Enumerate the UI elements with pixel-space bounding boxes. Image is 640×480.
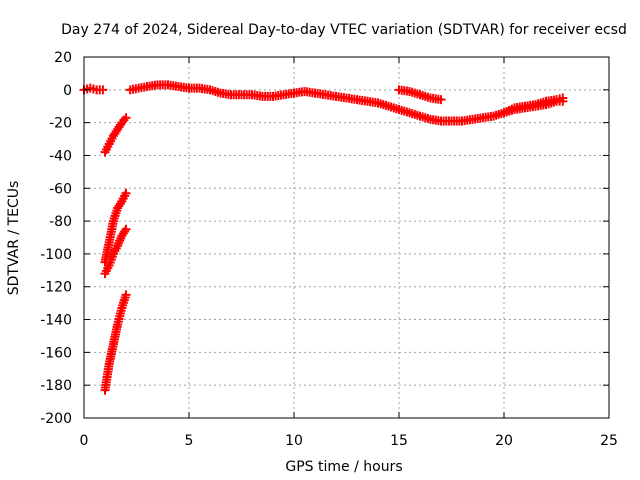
data-point (121, 290, 131, 300)
x-tick-label: 0 (80, 433, 89, 449)
series-arc-5-late-upper (499, 93, 568, 118)
series-arc-3-upper (394, 85, 446, 105)
y-tick-label: -160 (40, 345, 72, 361)
data-point (98, 85, 108, 95)
ticks: 0 5 10 15 20 25 20 0 -20 -40 -60 -80 -100 -120 -140 -16… (40, 50, 618, 449)
y-tick-label: -60 (49, 181, 72, 197)
y-tick-label: -80 (49, 214, 72, 230)
data-point (121, 188, 131, 198)
data-point (121, 224, 131, 234)
series-drop-3 (100, 224, 131, 279)
series-arc-2-main (125, 80, 446, 126)
x-tick-label: 10 (285, 433, 303, 449)
series-drop-4 (100, 290, 131, 395)
y-tick-label: -200 (40, 411, 72, 427)
y-tick-label: -40 (49, 148, 72, 164)
data-point (558, 93, 568, 103)
x-tick-label: 25 (600, 433, 618, 449)
y-axis-label: SDTVAR / TECUs (6, 181, 22, 296)
data-point (436, 95, 446, 105)
y-tick-label: -100 (40, 247, 72, 263)
x-tick-label: 20 (495, 433, 513, 449)
y-tick-label: -140 (40, 313, 72, 329)
y-tick-label: -20 (49, 116, 72, 132)
x-tick-label: 5 (185, 433, 194, 449)
x-axis-label: GPS time / hours (285, 459, 402, 475)
data-point (121, 113, 131, 123)
y-tick-label: 0 (63, 83, 72, 99)
y-tick-label: -180 (40, 378, 72, 394)
series-drop-1 (100, 113, 131, 157)
y-tick-label: 20 (54, 50, 72, 66)
plot-frame (83, 56, 610, 419)
y-tick-label: -120 (40, 280, 72, 296)
chart-title: Day 274 of 2024, Sidereal Day-to-day VTE… (61, 22, 627, 38)
x-tick-label: 15 (390, 433, 408, 449)
data-layer (79, 80, 568, 395)
